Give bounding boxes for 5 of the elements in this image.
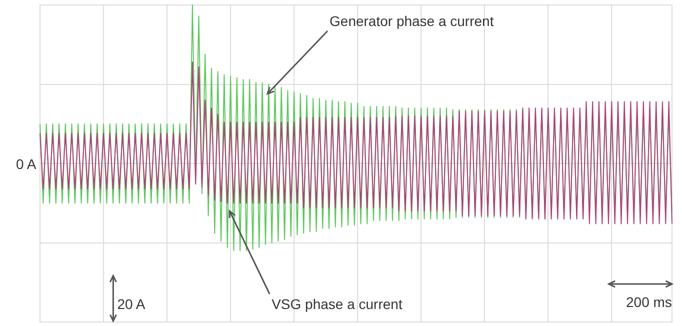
text: 20 A bbox=[117, 296, 146, 312]
text: VSG phase a current bbox=[272, 296, 402, 312]
text: 200 ms bbox=[626, 294, 672, 310]
text: 0 A bbox=[16, 156, 36, 172]
annotation: Generator phase a current bbox=[330, 13, 494, 29]
